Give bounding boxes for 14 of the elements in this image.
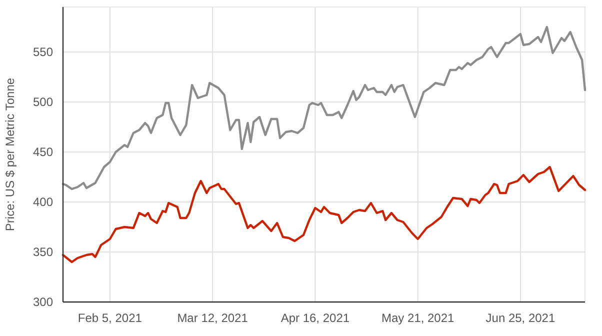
y-tick-label: 550 [32, 45, 54, 60]
y-tick-label: 400 [32, 195, 54, 210]
x-tick-label: May 21, 2021 [381, 311, 455, 325]
y-tick-label: 500 [32, 95, 54, 110]
line-series [62, 166, 586, 264]
y-axis-title: Price: US $ per Metric Tonne [3, 78, 17, 232]
line-series [62, 26, 586, 190]
x-tick-label: Apr 16, 2021 [280, 311, 350, 325]
x-tick-label: Feb 5, 2021 [78, 311, 142, 325]
x-tick-label: Jun 25, 2021 [486, 311, 556, 325]
y-tick-label: 450 [32, 145, 54, 160]
y-tick-label: 350 [32, 245, 54, 260]
x-tick-label: Mar 12, 2021 [177, 311, 248, 325]
y-tick-label: 300 [32, 295, 54, 310]
